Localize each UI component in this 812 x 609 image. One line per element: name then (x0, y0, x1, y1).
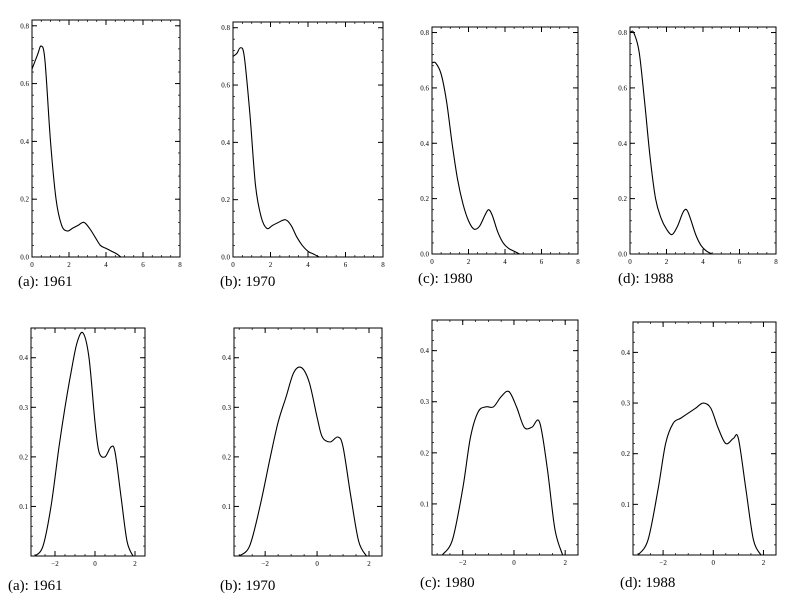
y-tick-label: 0.8 (20, 22, 29, 30)
x-tick-label: 2 (563, 559, 567, 567)
y-tick-label: 0.6 (221, 82, 230, 90)
y-tick-label: 0.2 (19, 453, 28, 461)
panel-caption: (a): 1961 (8, 578, 63, 594)
y-tick-label: 0.2 (20, 196, 29, 204)
y-tick-label: 0.2 (420, 195, 429, 203)
panel-caption: (c): 1980 (418, 271, 473, 287)
density-curve (31, 45, 122, 258)
x-tick-label: 2 (367, 560, 371, 568)
y-tick-label: 0.1 (222, 503, 231, 511)
panel-caption: (d): 1988 (618, 271, 673, 287)
y-tick-label: 0.2 (221, 196, 230, 204)
y-tick-label: 0.3 (420, 398, 429, 406)
y-tick-label: 0.1 (19, 503, 28, 511)
panel-caption: (d): 1988 (620, 575, 675, 591)
x-tick-label: 0 (712, 559, 716, 567)
density-curve (34, 331, 134, 557)
plot-frame-5 (30, 327, 146, 557)
y-tick-label: 0.0 (618, 251, 627, 259)
x-tick-label: −2 (459, 559, 467, 567)
x-tick-label: 2 (762, 559, 766, 567)
x-tick-label: 0 (231, 261, 235, 269)
panel-caption: (a): 1961 (18, 274, 73, 290)
x-tick-label: 0 (30, 261, 34, 269)
x-tick-label: 8 (381, 261, 385, 269)
density-curve (232, 47, 320, 258)
x-tick-label: 8 (774, 258, 778, 266)
y-tick-label: 0.8 (221, 24, 230, 32)
x-tick-label: 0 (430, 258, 434, 266)
y-tick-label: 0.4 (222, 354, 231, 362)
plot-frame-1 (31, 19, 181, 258)
x-tick-label: 8 (178, 261, 182, 269)
y-tick-label: 0.4 (420, 140, 429, 148)
y-tick-label: 0.0 (20, 254, 29, 262)
x-tick-label: 2 (133, 560, 137, 568)
x-tick-label: 4 (306, 261, 310, 269)
x-tick-label: 2 (269, 261, 273, 269)
y-tick-label: 0.4 (20, 138, 29, 146)
x-tick-label: 0 (512, 559, 516, 567)
density-curve (431, 61, 520, 255)
y-tick-label: 0.4 (618, 140, 627, 148)
y-tick-label: 0.2 (621, 450, 630, 458)
panel-caption: (c): 1980 (420, 575, 475, 591)
plot-frame-8 (632, 321, 777, 556)
x-tick-label: 0 (93, 560, 97, 568)
x-tick-label: −2 (659, 559, 667, 567)
x-tick-label: 6 (738, 258, 742, 266)
y-tick-label: 0.3 (19, 404, 28, 412)
y-tick-label: 0.1 (621, 501, 630, 509)
y-tick-label: 0.6 (420, 84, 429, 92)
y-tick-label: 0.4 (221, 139, 230, 147)
density-curve (238, 366, 367, 557)
y-tick-label: 0.2 (222, 453, 231, 461)
x-tick-label: 0 (315, 560, 319, 568)
x-tick-label: 0 (628, 258, 632, 266)
y-tick-label: 0.4 (19, 354, 28, 362)
y-tick-label: 0.8 (618, 29, 627, 37)
x-tick-label: 2 (467, 258, 471, 266)
density-curve (637, 402, 762, 556)
plot-frame-3 (431, 26, 579, 255)
density-curve (441, 390, 564, 556)
x-tick-label: 4 (104, 261, 108, 269)
x-tick-label: 6 (540, 258, 544, 266)
panel-caption: (b): 1970 (220, 274, 275, 290)
plot-frame-6 (233, 327, 383, 557)
x-tick-label: −2 (51, 560, 59, 568)
x-tick-label: 4 (701, 258, 705, 266)
y-tick-label: 0.1 (420, 500, 429, 508)
y-tick-label: 0.3 (222, 404, 231, 412)
y-tick-label: 0.6 (618, 84, 627, 92)
y-tick-label: 0.0 (420, 251, 429, 259)
plot-frame-2 (232, 21, 384, 258)
density-curve (629, 30, 713, 255)
y-tick-label: 0.2 (420, 449, 429, 457)
y-tick-label: 0.4 (420, 347, 429, 355)
y-tick-label: 0.2 (618, 195, 627, 203)
panel-caption: (b): 1970 (220, 578, 275, 594)
x-tick-label: 2 (67, 261, 71, 269)
y-tick-label: 0.4 (621, 349, 630, 357)
x-tick-label: 4 (503, 258, 507, 266)
y-tick-label: 0.0 (221, 254, 230, 262)
x-tick-label: 8 (576, 258, 580, 266)
plot-frame-7 (431, 319, 579, 556)
x-tick-label: 6 (141, 261, 145, 269)
x-tick-label: 2 (665, 258, 669, 266)
y-tick-label: 0.3 (621, 400, 630, 408)
plot-frame-4 (629, 26, 777, 255)
y-tick-label: 0.6 (20, 80, 29, 88)
y-tick-label: 0.8 (420, 29, 429, 37)
x-tick-label: 6 (344, 261, 348, 269)
x-tick-label: −2 (261, 560, 269, 568)
